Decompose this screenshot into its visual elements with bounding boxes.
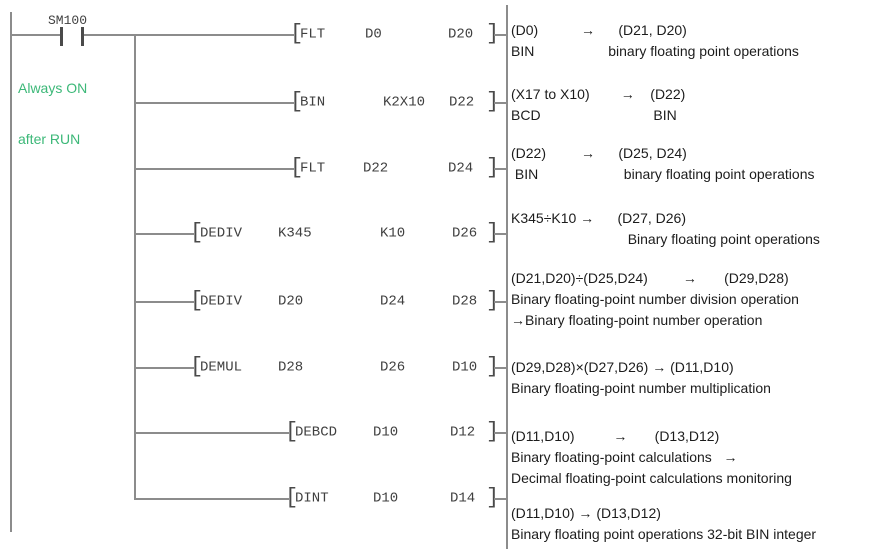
rung-tail-wire <box>494 301 507 303</box>
rung-wire <box>10 34 60 36</box>
rung-tail-wire <box>494 233 507 235</box>
comment-line: Binary floating-point calculations → <box>511 449 738 465</box>
rung-comment: (D11,D10) → (D13,D12) Binary floating poi… <box>511 503 816 545</box>
instruction-mnemonic: DEDIV <box>200 293 243 310</box>
rung-comment: (D0) → (D21, D20) BIN binary floating poi… <box>511 20 799 62</box>
instruction-operand: D10 <box>373 490 399 507</box>
comment-line: (D22) → (D25, D24) <box>511 145 687 161</box>
rung-wire <box>134 102 294 104</box>
comment-line: Decimal floating-point calculations moni… <box>511 470 792 486</box>
rung-wire <box>134 498 289 500</box>
comment-line: (D29,D28)×(D27,D26) → (D11,D10) <box>511 359 734 375</box>
instruction-operand: D24 <box>380 293 406 310</box>
comment-line: BIN binary floating point operations <box>511 43 799 59</box>
rung-comment: K345÷K10 → (D27, D26) Binary floating po… <box>511 208 820 250</box>
comment-line: BCD BIN <box>511 107 677 123</box>
rung-tail-wire <box>494 102 507 104</box>
instruction-operand: D22 <box>363 160 389 177</box>
branch-vertical-line <box>134 34 136 500</box>
comment-separator-line <box>506 5 508 549</box>
rung-tail-wire <box>494 168 507 170</box>
comment-line: Binary floating point operations <box>511 231 820 247</box>
instruction-mnemonic: BIN <box>300 94 326 111</box>
contact-bar-right <box>81 27 84 46</box>
rung-wire <box>134 233 194 235</box>
comment-line: Binary floating-point number division op… <box>511 291 799 307</box>
instruction-operand: K345 <box>278 225 312 242</box>
instruction-mnemonic: DEDIV <box>200 225 243 242</box>
rung-comment: (X17 to X10) → (D22) BCD BIN <box>511 84 685 126</box>
rung-wire <box>134 432 289 434</box>
comment-line: (X17 to X10) → (D22) <box>511 86 686 102</box>
rung-wire <box>134 301 194 303</box>
rung-tail-wire <box>494 367 507 369</box>
contact-comment-line: Always ON <box>18 80 88 96</box>
instruction-operand: D12 <box>450 424 476 441</box>
instruction-operand: D26 <box>380 359 406 376</box>
instruction-operand: D20 <box>448 26 474 43</box>
comment-line: Binary floating point operations 32-bit … <box>511 526 817 542</box>
rung-wire <box>84 34 294 36</box>
instruction-mnemonic: DEBCD <box>295 424 338 441</box>
instruction-operand: D28 <box>452 293 478 310</box>
contact-bar-left <box>60 27 63 46</box>
instruction-mnemonic: FLT <box>300 26 326 43</box>
left-power-rail <box>10 12 12 532</box>
rung-tail-wire <box>494 432 507 434</box>
comment-line: →Binary floating-point number operation <box>511 312 763 328</box>
comment-line: (D0) → (D21, D20) <box>511 22 687 38</box>
comment-line: BIN binary floating point operations <box>511 166 815 182</box>
contact-comment-line: after RUN <box>18 131 81 147</box>
instruction-operand: D26 <box>452 225 478 242</box>
instruction-operand: K2X10 <box>383 94 426 111</box>
instruction-operand: D14 <box>450 490 476 507</box>
instruction-operand: D10 <box>452 359 478 376</box>
instruction-operand: D22 <box>449 94 475 111</box>
comment-line: (D11,D10) → (D13,D12) <box>511 428 720 444</box>
instruction-operand: K10 <box>380 225 406 242</box>
instruction-operand: D20 <box>278 293 304 310</box>
contact-label: SM100 <box>48 13 88 28</box>
rung-tail-wire <box>494 34 507 36</box>
instruction-mnemonic: DINT <box>295 490 329 507</box>
instruction-operand: D10 <box>373 424 399 441</box>
instruction-mnemonic: DEMUL <box>200 359 243 376</box>
rung-wire <box>134 367 194 369</box>
rung-tail-wire <box>494 498 507 500</box>
instruction-mnemonic: FLT <box>300 160 326 177</box>
instruction-operand: D0 <box>365 26 382 43</box>
comment-line: Binary floating-point number multiplicat… <box>511 380 771 396</box>
rung-comment: (D29,D28)×(D27,D26) → (D11,D10) Binary fl… <box>511 357 771 399</box>
rung-comment: (D11,D10) → (D13,D12) Binary floating-poi… <box>511 426 792 489</box>
rung-comment: (D22) → (D25, D24) BIN binary floating p… <box>511 143 814 185</box>
comment-line: (D21,D20)÷(D25,D24) → (D29,D28) <box>511 270 789 286</box>
instruction-operand: D24 <box>448 160 474 177</box>
rung-wire <box>134 168 294 170</box>
comment-line: K345÷K10 → (D27, D26) <box>511 210 686 226</box>
contact-comment: Always ON after RUN <box>18 46 87 182</box>
comment-line: (D11,D10) → (D13,D12) <box>511 505 661 521</box>
instruction-operand: D28 <box>278 359 304 376</box>
rung-comment: (D21,D20)÷(D25,D24) → (D29,D28) Binary fl… <box>511 268 799 331</box>
